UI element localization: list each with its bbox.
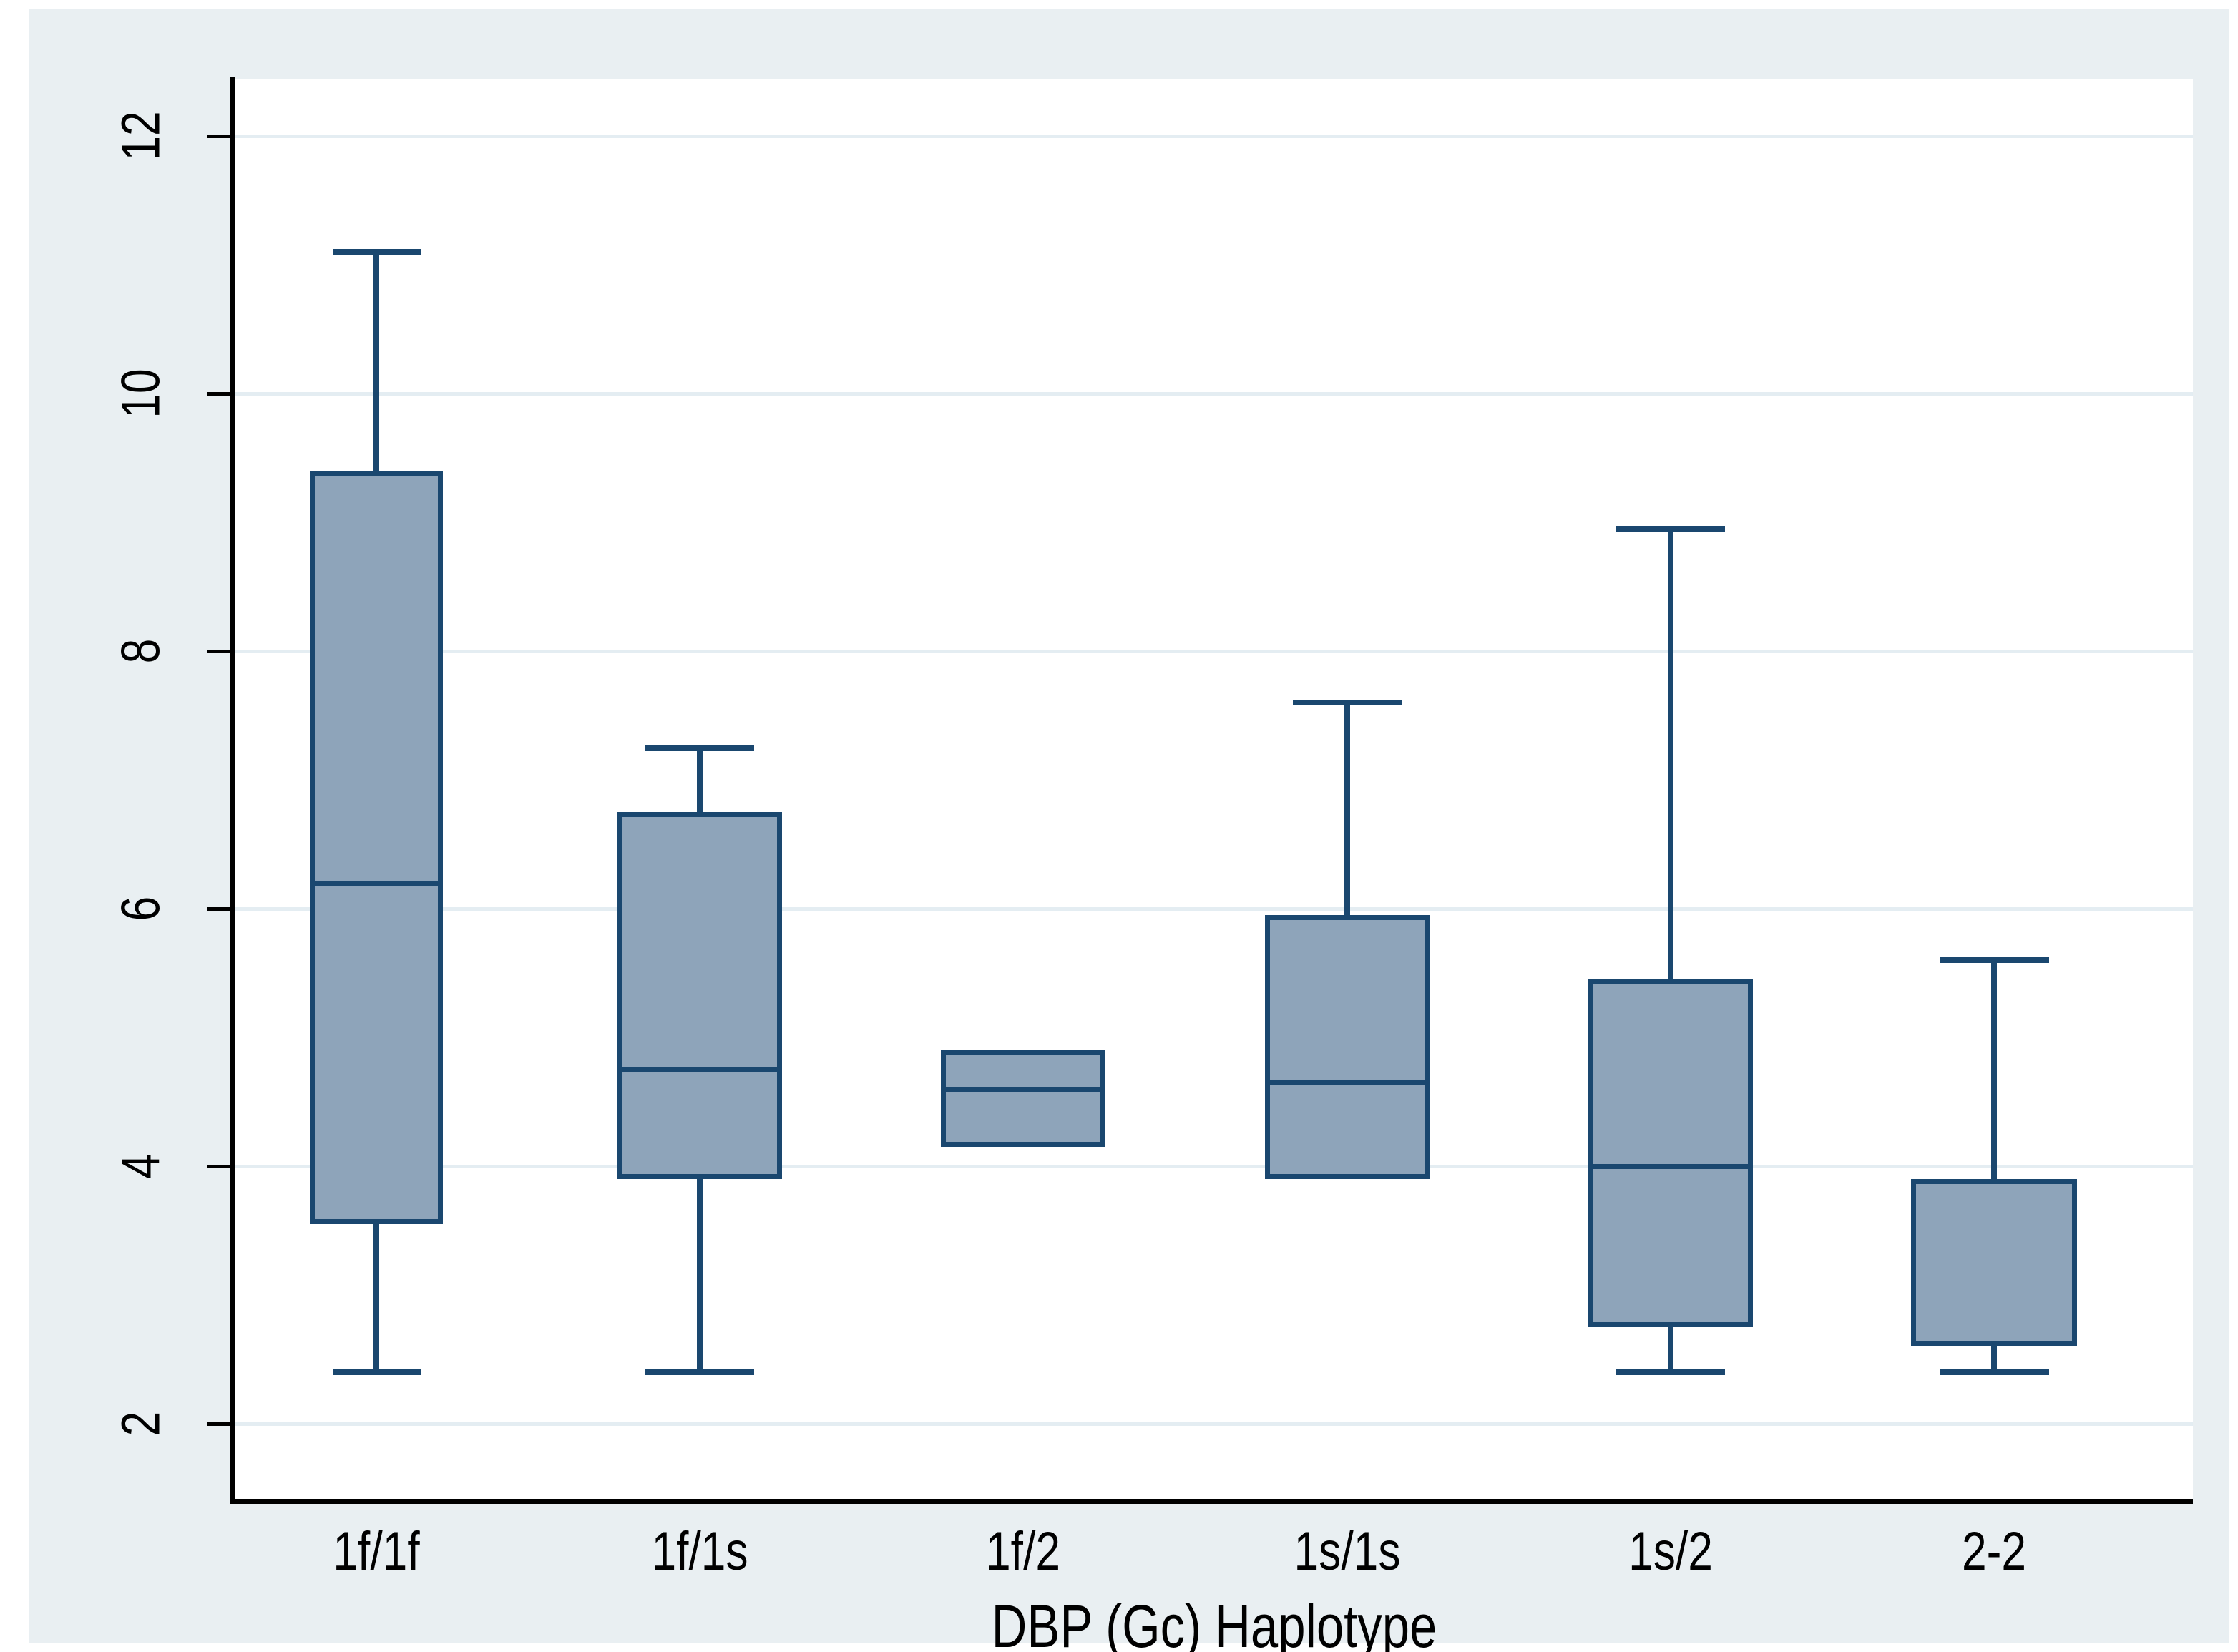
x-category-label-1s/1s: 1s/1s <box>1294 1521 1401 1582</box>
x-category-label-1s/2: 1s/2 <box>1628 1521 1713 1582</box>
iqr-box <box>310 471 443 1224</box>
lower-whisker-cap <box>645 1369 755 1375</box>
y-gridline-2 <box>235 1422 2193 1426</box>
plot-area <box>235 79 2193 1499</box>
y-gridline-8 <box>235 649 2193 653</box>
graph-canvas: DBP (Gc) Haplotype 2 4 6 8 10 12 1f/1f 1f/1s 1f/… <box>29 9 2229 1652</box>
upper-whisker-stem <box>1991 960 1997 1179</box>
y-tick-label-12: 12 <box>110 111 172 161</box>
lower-whisker-stem <box>697 1179 703 1372</box>
y-tick-10 <box>207 391 230 396</box>
x-category-label-1f/1s: 1f/1s <box>651 1521 748 1582</box>
y-tick-8 <box>207 649 230 653</box>
upper-whisker-cap <box>1292 700 1402 705</box>
y-tick-label-8: 8 <box>110 638 172 664</box>
lower-whisker-stem <box>1667 1327 1673 1372</box>
y-tick-6 <box>207 906 230 911</box>
y-tick-4 <box>207 1164 230 1168</box>
y-axis-line <box>230 77 235 1504</box>
y-tick-2 <box>207 1422 230 1426</box>
lower-whisker-stem <box>1991 1346 1997 1372</box>
y-gridline-6 <box>235 906 2193 911</box>
iqr-box <box>1588 979 1753 1327</box>
iqr-box <box>1911 1179 2077 1346</box>
y-tick-label-4: 4 <box>110 1153 172 1179</box>
x-axis-line <box>230 1499 2193 1504</box>
y-tick-label-2: 2 <box>110 1411 172 1437</box>
upper-whisker-cap <box>332 249 421 255</box>
x-category-label-1f/2: 1f/2 <box>986 1521 1061 1582</box>
lower-whisker-cap <box>1939 1369 2049 1375</box>
median-line <box>1593 1163 1748 1169</box>
upper-whisker-stem <box>1344 703 1350 915</box>
y-tick-label-10: 10 <box>110 368 172 419</box>
y-gridline-12 <box>235 134 2193 138</box>
y-tick-12 <box>207 134 230 138</box>
iqr-box <box>941 1050 1106 1147</box>
iqr-box <box>617 812 783 1179</box>
x-category-label-2-2: 2-2 <box>1961 1521 2027 1582</box>
x-axis-title: DBP (Gc) Haplotype <box>991 1593 1437 1652</box>
median-line <box>946 1086 1101 1092</box>
lower-whisker-stem <box>373 1224 379 1372</box>
lower-whisker-cap <box>1616 1369 1725 1375</box>
upper-whisker-cap <box>1616 526 1725 532</box>
median-line <box>1269 1080 1425 1085</box>
upper-whisker-stem <box>1667 529 1673 979</box>
median-line <box>315 880 438 886</box>
y-gridline-4 <box>235 1164 2193 1168</box>
lower-whisker-cap <box>332 1369 421 1375</box>
upper-whisker-stem <box>697 748 703 812</box>
upper-whisker-cap <box>645 745 755 751</box>
x-category-label-1f/1f: 1f/1f <box>333 1521 420 1582</box>
median-line <box>622 1067 778 1072</box>
upper-whisker-stem <box>373 252 379 471</box>
y-tick-label-6: 6 <box>110 896 172 922</box>
iqr-box <box>1264 915 1430 1179</box>
upper-whisker-cap <box>1939 957 2049 963</box>
y-gridline-10 <box>235 391 2193 396</box>
